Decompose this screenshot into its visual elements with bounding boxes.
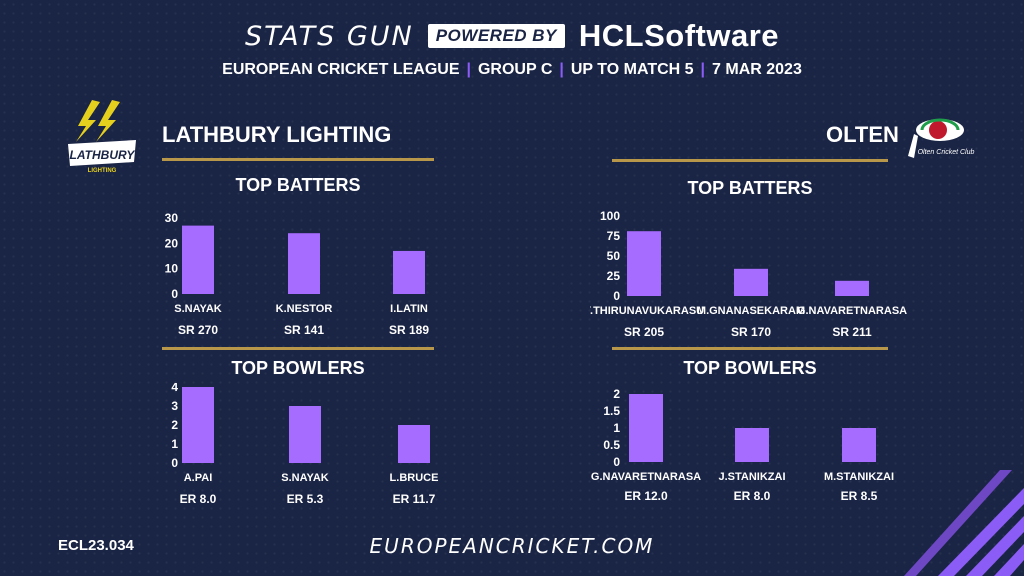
- match-range: UP TO MATCH 5: [570, 61, 694, 78]
- right-section-divider: [612, 347, 888, 350]
- bar: [735, 428, 769, 462]
- stat-label: ER 8.5: [841, 489, 878, 503]
- y-tick-label: 75: [607, 229, 621, 243]
- bar: [182, 387, 214, 463]
- stat-label: SR 189: [389, 323, 429, 337]
- y-tick-label: 0: [613, 455, 620, 469]
- category-label: Y.THIRUNAVUKARASU: [590, 305, 704, 317]
- left-team-name: LATHBURY LIGHTING: [162, 122, 392, 147]
- group-name: GROUP C: [477, 61, 553, 78]
- left-bowlers-chart: 0 1 2 3 4 A.PAI ER 8.0 S.NAYAK ER 5.3 L.BRUCE ER 1…: [171, 383, 439, 506]
- right-team-name: OLTEN: [826, 122, 899, 147]
- olten-logo: Olten Cricket Club: [900, 116, 980, 172]
- left-section-divider: [162, 347, 434, 350]
- y-tick-label: 50: [607, 249, 621, 263]
- stat-label: ER 11.7: [393, 492, 436, 506]
- right-bowlers-chart: 0 0.5 1 1.5 2 G.NAVARETNARASA ER 12.0 J.STANIKZ…: [591, 388, 894, 503]
- stat-label: ER 8.0: [180, 492, 217, 506]
- left-top-batters-title: TOP BATTERS: [235, 175, 361, 195]
- stat-label: SR 270: [178, 323, 218, 337]
- category-label: G.NAVARETNARASA: [591, 471, 701, 483]
- logo-text: Olten Cricket Club: [918, 149, 975, 156]
- category-label: K.NESTOR: [276, 303, 333, 315]
- left-team-divider: [162, 158, 434, 161]
- right-team-divider: [612, 159, 888, 162]
- stats-gun-title: STATS GUN: [244, 20, 414, 52]
- y-tick-label: 10: [165, 262, 179, 276]
- category-label: G.NAVARETNARASA: [797, 305, 907, 317]
- y-tick-label: 3: [171, 399, 178, 413]
- powered-by-badge: POWERED BY: [427, 24, 565, 48]
- logo-subtext: LIGHTING: [88, 168, 117, 174]
- bar: [835, 280, 869, 296]
- header-brand: STATS GUN POWERED BY HCLSoftware: [0, 16, 1024, 56]
- bar: [627, 231, 661, 296]
- category-label: M.STANIKZAI: [824, 471, 894, 483]
- category-label: M.GNANASEKARAM: [697, 305, 805, 317]
- y-tick-label: 100: [600, 209, 620, 223]
- y-tick-label: 0: [171, 287, 178, 301]
- category-label: I.LATIN: [390, 303, 428, 315]
- right-top-batters-title: TOP BATTERS: [687, 178, 813, 198]
- footer-code: ECL23.034: [58, 537, 134, 554]
- separator: |: [559, 61, 564, 78]
- footer-url[interactable]: EUROPEANCRICKET.COM: [369, 534, 655, 558]
- stat-label: SR 141: [284, 323, 324, 337]
- stat-label: SR 211: [832, 325, 872, 339]
- bar: [842, 428, 876, 462]
- bar: [182, 225, 214, 294]
- y-tick-label: 0: [613, 289, 620, 303]
- bar: [393, 250, 425, 294]
- right-top-bowlers-title: TOP BOWLERS: [683, 358, 817, 378]
- cricket-club-logo-icon: Olten Cricket Club: [908, 118, 975, 158]
- y-tick-label: 4: [171, 383, 178, 394]
- bar: [398, 425, 430, 463]
- stat-label: ER 8.0: [734, 489, 771, 503]
- category-label: L.BRUCE: [390, 472, 439, 484]
- stat-label: ER 12.0: [624, 489, 668, 503]
- bar: [288, 233, 320, 294]
- bar: [289, 406, 321, 463]
- y-tick-label: 1: [171, 437, 178, 451]
- y-tick-label: 1.5: [603, 404, 620, 418]
- y-tick-label: 0.5: [603, 438, 620, 452]
- stats-date: 7 MAR 2023: [712, 61, 802, 78]
- category-label: A.PAI: [184, 472, 213, 484]
- y-tick-label: 30: [165, 211, 179, 225]
- stat-label: ER 5.3: [287, 492, 324, 506]
- bar: [734, 268, 768, 296]
- league-name: EUROPEAN CRICKET LEAGUE: [222, 61, 460, 78]
- category-label: S.NAYAK: [174, 303, 222, 315]
- lightning-bolt-logo-icon: LATHBURY LIGHTING: [68, 100, 136, 174]
- y-tick-label: 0: [171, 456, 178, 470]
- stat-label: SR 205: [624, 325, 664, 339]
- y-tick-label: 2: [613, 388, 620, 401]
- right-batters-chart: 0 25 50 75 100 Y.THIRUNAVUKARASU SR 205 M.GNANA…: [590, 209, 907, 339]
- subheader: EUROPEAN CRICKET LEAGUE | GROUP C | UP T…: [0, 58, 1024, 82]
- y-tick-label: 1: [613, 421, 620, 435]
- lathbury-logo: LATHBURY LIGHTING: [62, 96, 142, 176]
- separator: |: [466, 61, 471, 78]
- y-tick-label: 25: [607, 269, 621, 283]
- category-label: S.NAYAK: [281, 472, 329, 484]
- stat-label: SR 170: [731, 325, 771, 339]
- left-top-bowlers-title: TOP BOWLERS: [231, 358, 365, 378]
- y-tick-label: 20: [165, 236, 179, 250]
- left-batters-chart: 0 10 20 30 S.NAYAK SR 270 K.NESTOR SR 141 I.LATI…: [165, 211, 430, 337]
- category-label: J.STANIKZAI: [718, 471, 785, 483]
- y-tick-label: 2: [171, 418, 178, 432]
- separator: |: [700, 61, 706, 78]
- sponsor-logo-text: HCLSoftware: [578, 18, 780, 53]
- bar: [629, 394, 663, 462]
- logo-text: LATHBURY: [70, 148, 136, 162]
- diagonal-stripes-decoration: [904, 470, 1024, 576]
